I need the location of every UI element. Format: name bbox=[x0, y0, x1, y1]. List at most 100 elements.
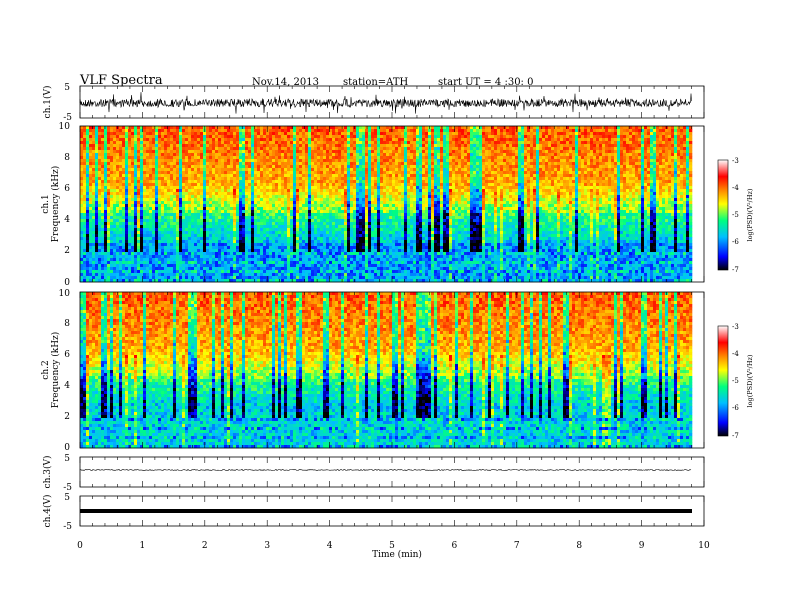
spectrogram-cell bbox=[215, 189, 219, 193]
spectrogram-cell bbox=[326, 171, 330, 175]
spectrogram-cell bbox=[122, 273, 126, 277]
spectrogram-cell bbox=[173, 213, 177, 217]
spectrogram-cell bbox=[122, 255, 126, 259]
spectrogram-cell bbox=[146, 213, 150, 217]
spectrogram-cell bbox=[230, 165, 234, 169]
spectrogram-cell bbox=[107, 198, 111, 202]
spectrogram-cell bbox=[152, 234, 156, 238]
spectrogram-cell bbox=[224, 141, 228, 145]
spectrogram-cell bbox=[302, 279, 306, 283]
spectrogram-cell bbox=[134, 192, 138, 196]
spectrogram-cell bbox=[269, 195, 273, 199]
spectrogram-cell bbox=[206, 132, 210, 136]
spectrogram-cell bbox=[95, 165, 99, 169]
spectrogram-cell bbox=[287, 207, 291, 211]
spectrogram-cell bbox=[287, 150, 291, 154]
spectrogram-cell bbox=[158, 270, 162, 274]
spectrogram-cell bbox=[128, 258, 132, 262]
spectrogram-cell bbox=[239, 249, 243, 253]
spectrogram-cell bbox=[188, 249, 192, 253]
spectrogram-cell bbox=[215, 270, 219, 274]
spectrogram-cell bbox=[224, 264, 228, 268]
spectrogram-cell bbox=[197, 189, 201, 193]
spectrogram-cell bbox=[83, 267, 87, 271]
spectrogram-cell bbox=[350, 129, 354, 133]
spectrogram-cell bbox=[131, 189, 135, 193]
spectrogram-cell bbox=[116, 219, 120, 223]
spectrogram-cell bbox=[212, 249, 216, 253]
spectrogram-cell bbox=[209, 135, 213, 139]
spectrogram-cell bbox=[146, 231, 150, 235]
spectrogram-cell bbox=[332, 168, 336, 172]
spectrogram-cell bbox=[89, 147, 93, 151]
spectrogram-cell bbox=[320, 171, 324, 175]
spectrogram-cell bbox=[251, 171, 255, 175]
spectrogram-cell bbox=[137, 219, 141, 223]
spectrogram-cell bbox=[101, 261, 105, 265]
spectrogram-cell bbox=[152, 252, 156, 256]
spectrogram-cell bbox=[281, 135, 285, 139]
spectrogram-cell bbox=[89, 210, 93, 214]
spectrogram-cell bbox=[188, 243, 192, 247]
spectrogram-cell bbox=[134, 177, 138, 181]
spectrogram-cell bbox=[245, 258, 249, 262]
spectrogram-cell bbox=[179, 183, 183, 187]
spectrogram-cell bbox=[191, 144, 195, 148]
spectrogram-cell bbox=[137, 162, 141, 166]
spectrogram-cell bbox=[167, 279, 171, 283]
spectrogram-cell bbox=[287, 132, 291, 136]
spectrogram-cell bbox=[221, 180, 225, 184]
spectrogram-cell bbox=[161, 165, 165, 169]
spectrogram-cell bbox=[287, 183, 291, 187]
spectrogram-cell bbox=[155, 243, 159, 247]
spectrogram-cell bbox=[302, 162, 306, 166]
spectrogram-cell bbox=[131, 276, 135, 280]
spectrogram-cell bbox=[116, 186, 120, 190]
spectrogram-cell bbox=[116, 243, 120, 247]
spectrogram-cell bbox=[224, 159, 228, 163]
spectrogram-cell bbox=[80, 261, 84, 265]
spectrogram-cell bbox=[245, 141, 249, 145]
spectrogram-cell bbox=[260, 249, 264, 253]
spectrogram-cell bbox=[296, 153, 300, 157]
spectrogram-cell bbox=[302, 234, 306, 238]
spectrogram-cell bbox=[365, 240, 369, 244]
spectrogram-cell bbox=[335, 156, 339, 160]
spectrogram-cell bbox=[128, 186, 132, 190]
spectrogram-cell bbox=[212, 228, 216, 232]
spectrogram-cell bbox=[164, 153, 168, 157]
spectrogram-cell bbox=[347, 255, 351, 259]
spectrogram-cell bbox=[230, 195, 234, 199]
spectrogram-cell bbox=[269, 249, 273, 253]
spectrogram-cell bbox=[104, 240, 108, 244]
spectrogram-cell bbox=[224, 138, 228, 142]
spectrogram-cell bbox=[137, 210, 141, 214]
spectrogram-cell bbox=[125, 192, 129, 196]
spectrogram-cell bbox=[332, 174, 336, 178]
spectrogram-cell bbox=[197, 231, 201, 235]
spectrogram-cell bbox=[170, 144, 174, 148]
spectrogram-cell bbox=[182, 174, 186, 178]
spectrogram-cell bbox=[200, 252, 204, 256]
spectrogram-cell bbox=[86, 129, 90, 133]
spectrogram-cell bbox=[92, 258, 96, 262]
spectrogram-cell bbox=[296, 177, 300, 181]
spectrogram-cell bbox=[140, 159, 144, 163]
spectrogram-cell bbox=[122, 153, 126, 157]
spectrogram-cell bbox=[191, 228, 195, 232]
spectrogram-cell bbox=[125, 174, 129, 178]
spectrogram-cell bbox=[332, 219, 336, 223]
spectrogram-cell bbox=[128, 162, 132, 166]
spectrogram-cell bbox=[284, 201, 288, 205]
spectrogram-cell bbox=[224, 192, 228, 196]
spectrogram-cell bbox=[194, 201, 198, 205]
spectrogram-cell bbox=[233, 183, 237, 187]
spectrogram-cell bbox=[140, 153, 144, 157]
spectrogram-cell bbox=[245, 210, 249, 214]
spectrogram-cell bbox=[191, 177, 195, 181]
spectrogram-cell bbox=[230, 159, 234, 163]
spectrogram-cell bbox=[245, 177, 249, 181]
spectrogram-cell bbox=[167, 171, 171, 175]
spectrogram-cell bbox=[116, 276, 120, 280]
spectrogram-cell bbox=[296, 231, 300, 235]
